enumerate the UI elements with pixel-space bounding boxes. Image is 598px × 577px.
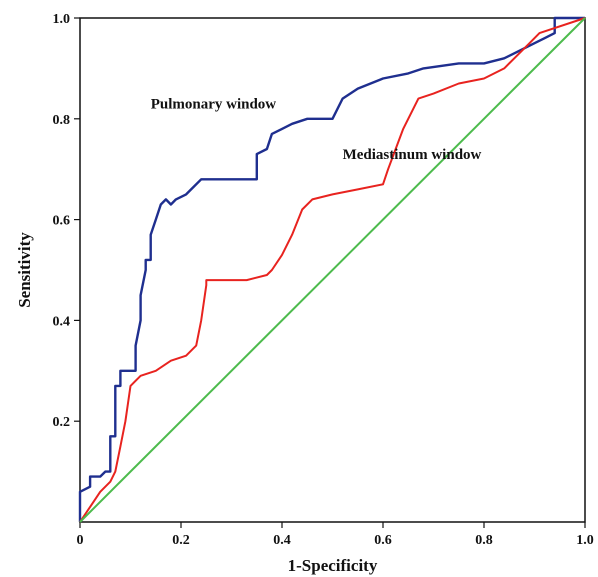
mediastinum-window-curve: [79, 17, 586, 523]
mediastinum-window-label: Mediastinum window: [343, 147, 482, 163]
pulmonary-window-curve: [78, 16, 585, 522]
y-tick-label: 0.6: [53, 214, 71, 229]
y-tick-label: 0.2: [53, 415, 71, 430]
reference-diagonal-line: [79, 17, 586, 523]
axis-ticks: 0 0.2 0.4 0.6 0.8 1.0 0.2 0.4 0.6 0.8 1.0: [53, 12, 594, 548]
series-layer: [78, 16, 586, 523]
y-tick-label: 1.0: [53, 12, 71, 27]
y-tick-label: 0.4: [53, 314, 71, 329]
x-tick-label: 0.6: [374, 533, 392, 548]
x-tick-label: 0.2: [172, 533, 190, 548]
x-tick-label: 1.0: [576, 533, 594, 548]
x-tick-label: 0: [77, 533, 84, 548]
x-tick-label: 0.8: [475, 533, 493, 548]
pulmonary-window-label: Pulmonary window: [151, 97, 277, 113]
y-axis-title: Sensitivity: [15, 232, 34, 308]
x-axis-title: 1-Specificity: [288, 556, 378, 575]
y-tick-label: 0.8: [53, 113, 71, 128]
x-tick-label: 0.4: [273, 533, 291, 548]
plot-area: [79, 17, 586, 523]
plot-frame: [79, 17, 586, 523]
